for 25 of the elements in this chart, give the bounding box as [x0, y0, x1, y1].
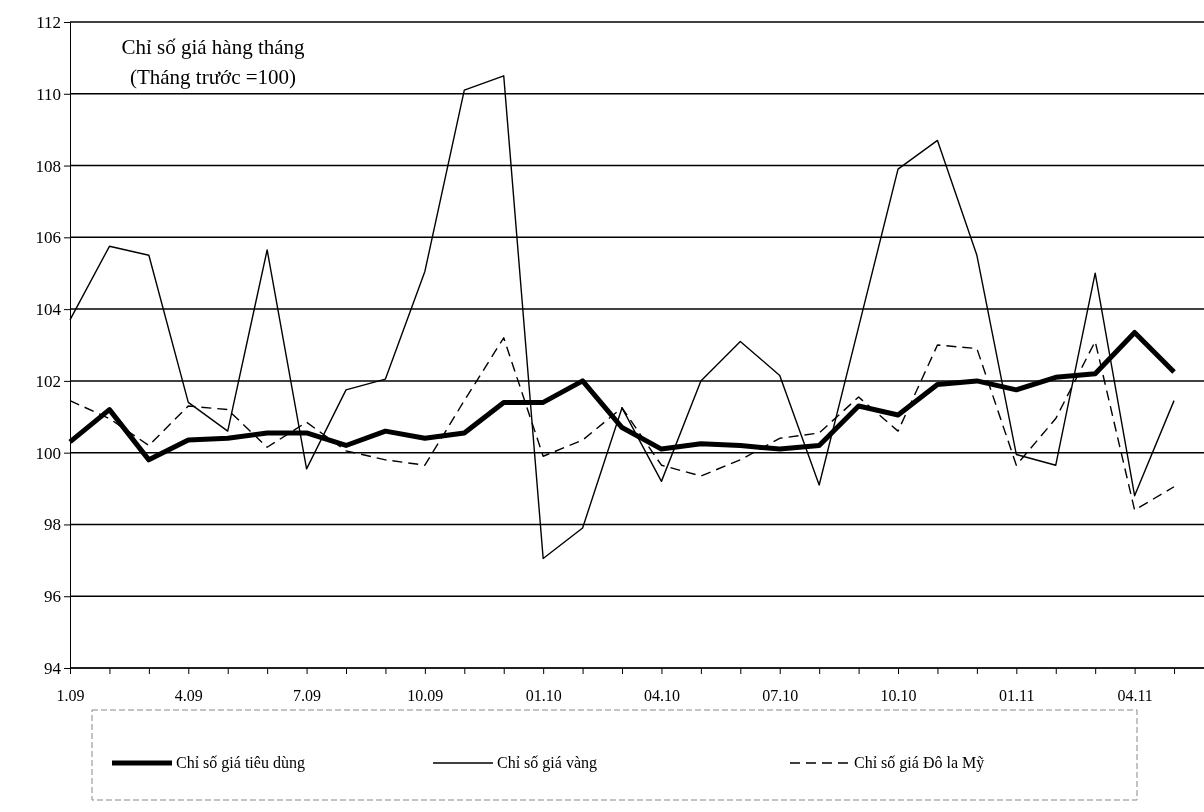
x-tick-label: 10.09 [407, 687, 444, 704]
legend-label: Chỉ số giá Đô la Mỹ [854, 754, 985, 772]
y-tick-label: 110 [36, 84, 61, 104]
y-tick-label: 96 [44, 587, 61, 607]
x-tick-label: 01.10 [525, 687, 562, 704]
y-tick-label: 98 [44, 515, 61, 535]
x-tick-label: 10.10 [880, 687, 917, 704]
x-tick-label: 7.09 [293, 687, 322, 704]
x-tick-label: 04.10 [643, 687, 680, 704]
y-tick-label: 102 [35, 371, 61, 391]
y-tick-label: 94 [44, 658, 62, 678]
y-tick-label: 100 [35, 443, 61, 463]
text: (Tháng trước =100) [129, 65, 297, 89]
y-tick-label: 112 [36, 12, 61, 32]
x-tick-label: 01.11 [999, 687, 1035, 704]
y-tick-label: 104 [35, 300, 62, 320]
legend-label: Chỉ số giá vàng [497, 754, 597, 772]
x-tick-label: 07.10 [762, 687, 799, 704]
text: Chỉ số giá hàng tháng [121, 35, 306, 59]
x-tick-label: 1.09 [56, 687, 85, 704]
x-tick-label: 4.09 [174, 687, 203, 704]
x-tick-label: 04.11 [1117, 687, 1153, 704]
y-tick-label: 106 [35, 228, 61, 248]
y-tick-label: 108 [35, 156, 61, 176]
legend-label: Chỉ số giá tiêu dùng [176, 754, 305, 772]
